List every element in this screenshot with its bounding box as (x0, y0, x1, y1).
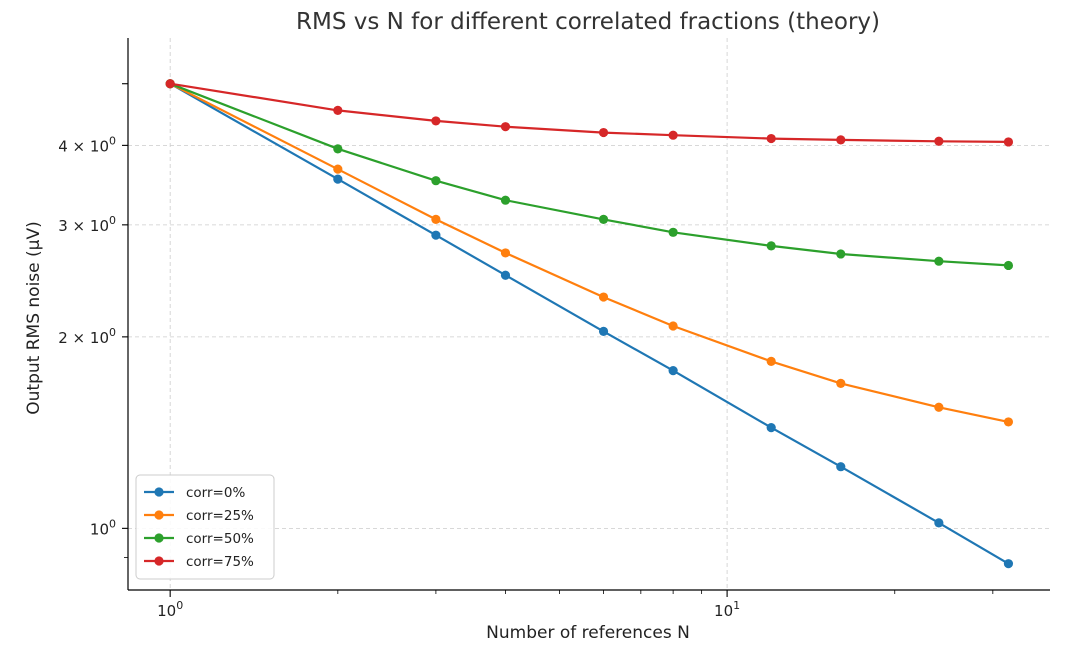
y-tick-mantissa: 4 × 10 (58, 137, 109, 155)
data-point-3-8 (934, 136, 944, 146)
legend-marker-2 (154, 533, 164, 543)
axes (122, 38, 1050, 597)
y-tick-exp: 0 (109, 326, 116, 339)
data-point-0-9 (1003, 559, 1014, 569)
data-point-3-6 (766, 133, 776, 144)
legend-label-1: corr=25% (186, 508, 254, 524)
legend-box (135, 474, 275, 580)
data-point-0-1 (333, 174, 343, 184)
data-point-0-2 (431, 230, 441, 240)
legend-label-2: corr=50% (186, 531, 254, 547)
data-point-2-4 (598, 214, 609, 224)
chart-title: RMS vs N for different correlated fracti… (296, 9, 880, 35)
data-point-1-6 (766, 356, 776, 367)
y-tick-mantissa: 2 × 10 (58, 329, 109, 347)
y-tick-exp: 0 (109, 517, 116, 530)
data-point-0-8 (934, 518, 944, 528)
data-point-2-5 (668, 227, 678, 237)
y-tick-label-0: 100 (90, 517, 116, 538)
data-point-2-8 (934, 256, 944, 266)
x-axis-label: Number of references N (486, 623, 690, 643)
x-tick-label-1: 101 (714, 599, 740, 620)
y-tick-label-3: 4 × 100 (58, 134, 116, 155)
data-point-3-0 (165, 79, 175, 89)
data-point-2-3 (500, 195, 511, 205)
data-point-0-7 (836, 462, 846, 472)
data-point-2-2 (431, 176, 441, 186)
y-tick-label-2: 3 × 100 (58, 214, 116, 235)
data-point-1-1 (333, 164, 343, 174)
data-point-0-5 (668, 366, 678, 376)
data-point-3-4 (598, 127, 609, 138)
x-tick-exp: 0 (176, 599, 183, 612)
data-point-1-7 (836, 378, 846, 388)
y-tick-mantissa: 3 × 10 (58, 217, 109, 235)
grid-lines (128, 38, 1050, 590)
legend: corr=0% corr=25% corr=50% corr=75% (135, 474, 275, 580)
series-line-2 (169, 82, 1009, 267)
data-point-0-3 (500, 270, 511, 280)
data-point-2-7 (836, 249, 846, 259)
series-layer (165, 79, 1014, 569)
y-tick-mantissa: 10 (90, 520, 109, 538)
data-point-1-8 (934, 402, 944, 412)
data-point-2-6 (766, 241, 776, 251)
data-point-3-5 (668, 130, 678, 140)
legend-label-0: corr=0% (186, 485, 245, 501)
data-point-1-2 (431, 214, 441, 224)
data-point-1-4 (598, 292, 609, 302)
data-point-3-1 (333, 105, 343, 115)
data-point-3-2 (431, 116, 441, 126)
data-point-3-3 (500, 122, 511, 132)
data-point-3-9 (1003, 137, 1014, 147)
x-tick-base: 10 (157, 602, 176, 620)
data-point-1-3 (500, 248, 511, 258)
data-point-0-6 (766, 423, 776, 433)
data-point-2-1 (333, 144, 343, 154)
x-tick-label-0: 100 (157, 599, 183, 620)
x-tick-base: 10 (714, 602, 733, 620)
series-line-0 (169, 82, 1009, 565)
series-line-1 (169, 82, 1009, 423)
data-point-0-4 (598, 326, 609, 336)
y-axis-label: Output RMS noise (μV) (24, 221, 44, 414)
y-tick-label-1: 2 × 100 (58, 326, 116, 347)
legend-marker-3 (154, 556, 164, 566)
data-point-3-7 (836, 135, 846, 145)
y-tick-exp: 0 (109, 214, 116, 227)
data-point-1-5 (668, 321, 678, 331)
legend-marker-0 (154, 487, 164, 497)
series-line-3 (170, 82, 1009, 143)
legend-marker-1 (154, 510, 164, 520)
x-tick-exp: 1 (733, 599, 740, 612)
legend-label-3: corr=75% (186, 554, 254, 570)
data-point-2-9 (1003, 260, 1014, 271)
y-tick-exp: 0 (109, 134, 116, 147)
data-point-1-9 (1003, 417, 1014, 427)
